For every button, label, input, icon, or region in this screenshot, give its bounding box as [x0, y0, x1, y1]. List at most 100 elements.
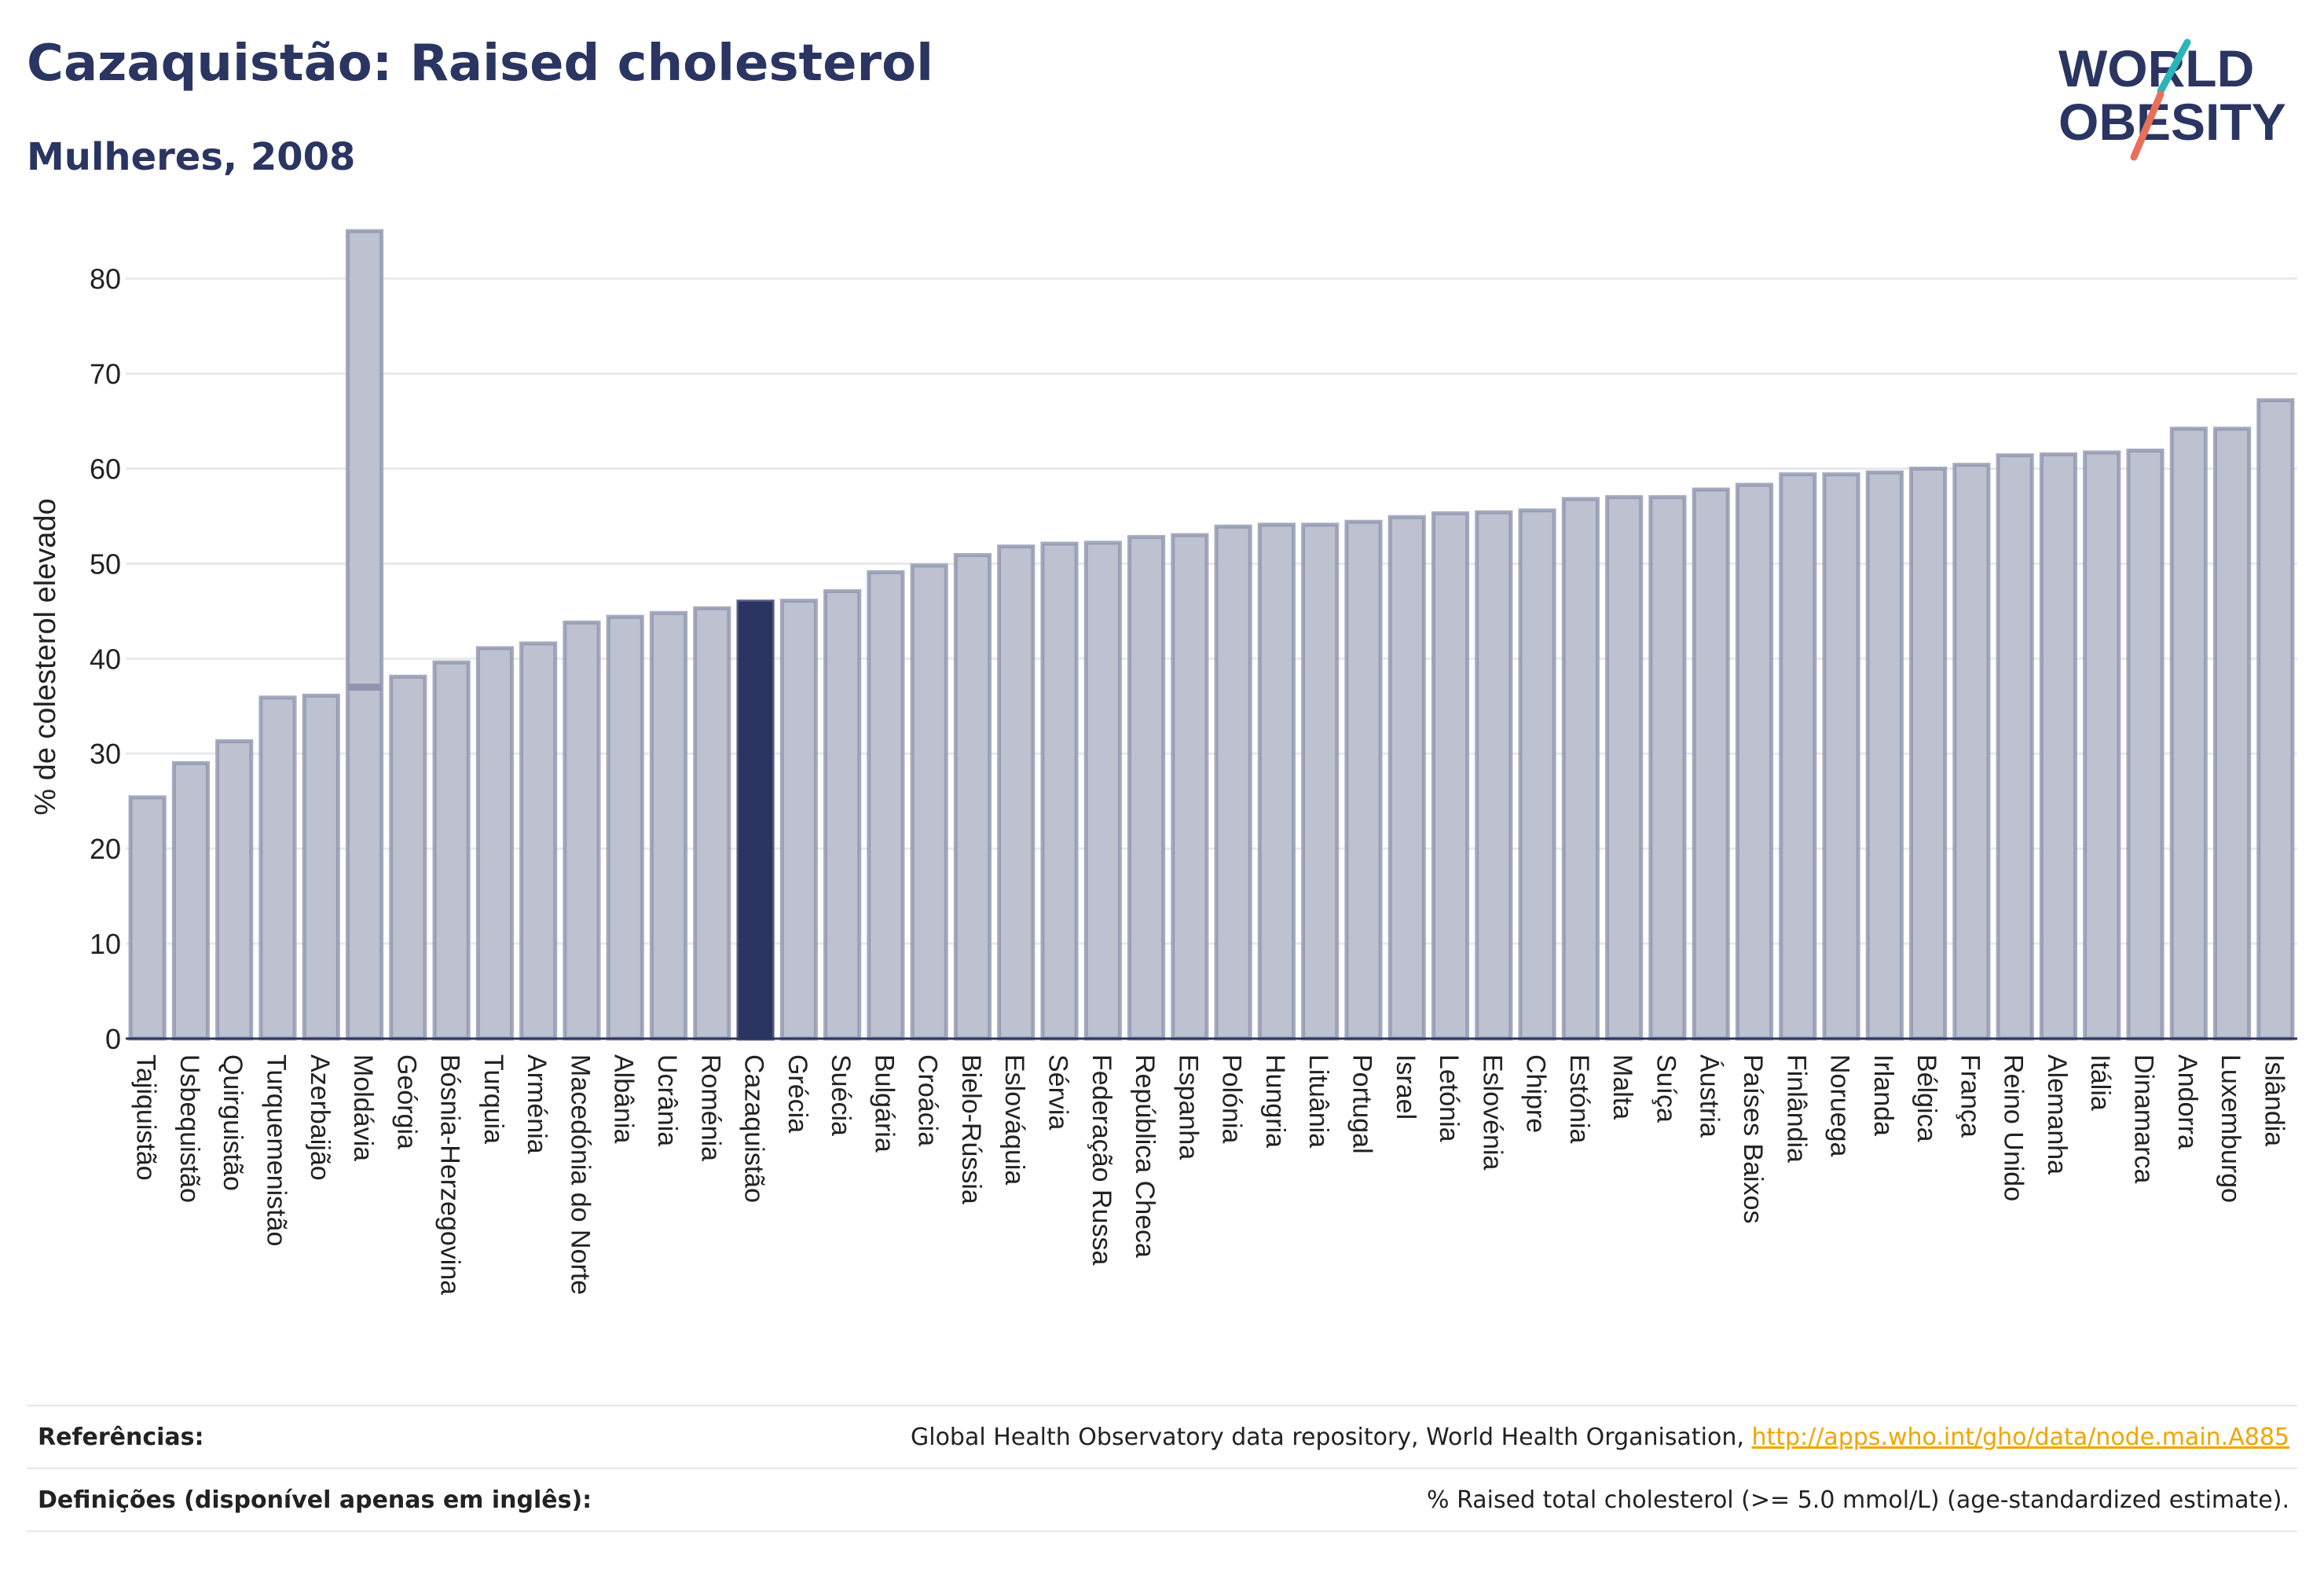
chart-title: Cazaquistão: Raised cholesterol: [27, 35, 933, 93]
y-tick-label: 50: [90, 548, 121, 580]
x-tick-label: Moldávia: [348, 1054, 378, 1161]
x-tick-label: Dinamarca: [2129, 1054, 2159, 1183]
bar-Letónia[interactable]: [1431, 511, 1470, 1041]
bar-Países Baixos[interactable]: [1735, 482, 1774, 1041]
x-tick-label: Albânia: [609, 1054, 639, 1144]
bar-Reino Unido[interactable]: [1996, 453, 2034, 1041]
y-tick-label: 30: [90, 738, 121, 770]
bar-Chipre[interactable]: [1518, 508, 1556, 1041]
x-tick-label: Israel: [1391, 1054, 1420, 1120]
bar-Bulgária[interactable]: [867, 570, 905, 1041]
bar-Bélgica[interactable]: [1909, 466, 1948, 1041]
x-tick-label: Islândia: [2259, 1054, 2289, 1146]
x-tick-label: Arménia: [522, 1054, 552, 1154]
x-tick-label: Macedónia do Norte: [565, 1054, 595, 1295]
x-tick-label: Bélgica: [1912, 1054, 1941, 1142]
chart-subtitle: Mulheres, 2008: [27, 135, 356, 179]
x-tick-label: Ucrânia: [652, 1054, 682, 1146]
x-tick-label: Azerbaijão: [305, 1054, 335, 1181]
logo-word-obesity: OBESITY: [2058, 93, 2286, 151]
logo-word-world: WORLD: [2058, 39, 2254, 97]
x-tick-label: Suécia: [826, 1054, 856, 1136]
bar-República Checa[interactable]: [1127, 535, 1166, 1041]
bar-Macedónia do Norte[interactable]: [563, 620, 601, 1041]
definitions-label: Definições (disponível apenas em inglês)…: [38, 1486, 592, 1514]
bar-Arménia[interactable]: [519, 641, 558, 1041]
bar-Ucrânia[interactable]: [649, 610, 688, 1041]
bar-Bielo-Rússia[interactable]: [953, 553, 992, 1041]
bar-Portugal[interactable]: [1344, 519, 1383, 1041]
bar-Itália[interactable]: [2083, 450, 2121, 1041]
bar-Albânia[interactable]: [606, 614, 644, 1041]
references-value: Global Health Observatory data repositor…: [911, 1424, 2289, 1451]
bar-Turquia[interactable]: [475, 646, 514, 1041]
bar-Suécia[interactable]: [823, 588, 862, 1041]
bar-Croácia[interactable]: [910, 563, 948, 1041]
bar-Noruega[interactable]: [1822, 472, 1860, 1041]
bar-Turquemenistão[interactable]: [258, 695, 297, 1041]
y-tick-label: 0: [105, 1023, 121, 1055]
x-tick-label: Eslováquia: [999, 1054, 1029, 1185]
bar-Grécia[interactable]: [779, 599, 818, 1041]
bar-Andorra[interactable]: [2169, 427, 2208, 1041]
logo-slash-coral: [2130, 90, 2165, 161]
x-tick-label: Luxemburgo: [2216, 1054, 2245, 1203]
x-tick-label: França: [1955, 1054, 1985, 1138]
bar-Irlanda[interactable]: [1865, 470, 1904, 1041]
bar-Islândia[interactable]: [2256, 398, 2295, 1041]
bar-chart: 0 10 20 30 40 50 60 70 80 Tajiquistão Usbequistão…: [29, 229, 2297, 1295]
bar-Finlândia[interactable]: [1779, 472, 1817, 1041]
bar-França[interactable]: [1952, 463, 1991, 1041]
bar-Hungria[interactable]: [1257, 522, 1296, 1041]
bar-Alemanha[interactable]: [2039, 452, 2078, 1041]
y-tick-label: 20: [90, 833, 121, 865]
x-tick-label: Lituânia: [1303, 1054, 1333, 1148]
x-tick-label: Geórgia: [391, 1054, 421, 1149]
bar-Quirguistão[interactable]: [215, 739, 254, 1041]
bar-Moldávia[interactable]: [345, 229, 384, 1041]
bar-Federação Russa[interactable]: [1083, 541, 1122, 1041]
x-tick-label: Grécia: [783, 1054, 812, 1133]
x-tick-label: Áustria: [1695, 1054, 1725, 1138]
bar-Áustria[interactable]: [1692, 487, 1730, 1041]
definitions-row: Definições (disponível apenas em inglês)…: [27, 1468, 2297, 1532]
bar-Malta[interactable]: [1605, 495, 1644, 1041]
bar-Polónia[interactable]: [1214, 524, 1252, 1041]
bar-Estónia[interactable]: [1561, 497, 1600, 1041]
bar-Usbequistão[interactable]: [171, 761, 210, 1041]
references-label: Referências:: [38, 1424, 204, 1451]
bar-Geórgia[interactable]: [389, 674, 427, 1041]
x-tick-label: Bósnia-Herzegovina: [435, 1054, 465, 1295]
bar-Roménia[interactable]: [693, 606, 731, 1041]
bar-Dinamarca[interactable]: [2126, 449, 2165, 1041]
bar-Tajiquistão[interactable]: [128, 795, 167, 1041]
bar-Cazaquistão[interactable]: [736, 599, 775, 1041]
definitions-text: % Raised total cholesterol (>= 5.0 mmol/…: [1427, 1486, 2289, 1514]
x-tick-label: Turquia: [478, 1054, 508, 1144]
x-tick-label: Finlândia: [1781, 1054, 1811, 1163]
references-link[interactable]: http://apps.who.int/gho/data/node.main.A…: [1751, 1424, 2289, 1451]
bar-Luxemburgo[interactable]: [2213, 427, 2252, 1041]
bar-Suíça[interactable]: [1648, 495, 1687, 1041]
x-tick-label: Croácia: [913, 1054, 943, 1146]
y-axis-label: % de colesterol elevado: [29, 498, 62, 815]
bar-Espanha[interactable]: [1171, 533, 1209, 1041]
x-tick-label: Polónia: [1217, 1054, 1247, 1144]
logo-slash-teal: [2157, 38, 2191, 95]
bar-Bósnia-Herzegovina[interactable]: [432, 660, 471, 1041]
x-tick-label: Malta: [1607, 1054, 1637, 1120]
x-tick-label: Irlanda: [1868, 1054, 1898, 1136]
bar-Lituânia[interactable]: [1301, 522, 1340, 1041]
bar-Eslováquia[interactable]: [997, 544, 1036, 1041]
bar-Azerbaijão[interactable]: [302, 693, 340, 1041]
x-tick-label: Noruega: [1825, 1054, 1855, 1157]
bar-Sérvia[interactable]: [1040, 541, 1079, 1041]
world-obesity-logo[interactable]: WORLD OBESITY: [2043, 31, 2310, 173]
x-tick-label: Letónia: [1434, 1054, 1464, 1142]
bars: [128, 229, 2295, 1041]
bar-Eslovénia[interactable]: [1475, 510, 1513, 1041]
footer-divider: [27, 1530, 2297, 1532]
x-tick-label: Bielo-Rússia: [956, 1054, 986, 1204]
x-axis-labels: Tajiquistão Usbequistão Quirguistão Turquem…: [131, 1054, 2289, 1295]
bar-Israel[interactable]: [1387, 515, 1426, 1041]
